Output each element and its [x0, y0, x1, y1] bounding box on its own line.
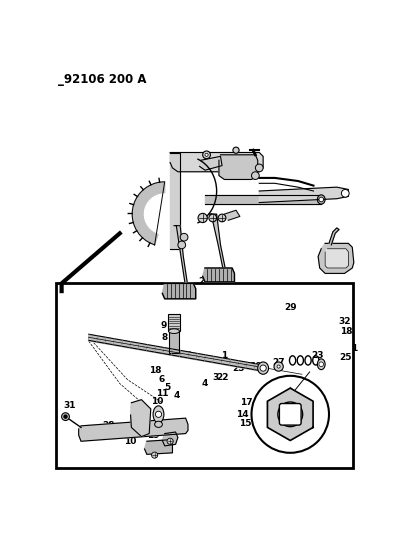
Circle shape	[252, 172, 259, 180]
Text: 18: 18	[257, 391, 269, 400]
Text: 10: 10	[151, 397, 163, 406]
Circle shape	[342, 189, 349, 197]
Text: 20: 20	[138, 423, 151, 432]
Text: 30: 30	[249, 362, 262, 371]
Text: 2: 2	[198, 277, 204, 286]
Text: 8: 8	[162, 333, 168, 342]
Circle shape	[260, 365, 266, 371]
Text: 32: 32	[338, 318, 351, 326]
Text: 21: 21	[129, 406, 142, 415]
Text: _92106 200 A: _92106 200 A	[58, 73, 146, 86]
Text: 31: 31	[63, 401, 76, 410]
Text: 12: 12	[267, 407, 280, 416]
FancyBboxPatch shape	[168, 331, 180, 353]
Circle shape	[180, 233, 188, 241]
Text: 25: 25	[232, 364, 244, 373]
Polygon shape	[268, 388, 313, 440]
Polygon shape	[162, 432, 178, 446]
Ellipse shape	[168, 329, 180, 334]
Text: 4: 4	[202, 379, 208, 388]
Circle shape	[203, 151, 210, 159]
FancyBboxPatch shape	[279, 403, 301, 425]
Text: 9: 9	[161, 321, 167, 330]
Polygon shape	[170, 152, 263, 172]
Circle shape	[278, 402, 303, 426]
Circle shape	[233, 147, 239, 154]
Circle shape	[167, 438, 173, 445]
Circle shape	[205, 154, 208, 156]
Text: 27: 27	[272, 358, 285, 367]
FancyBboxPatch shape	[56, 284, 353, 468]
Polygon shape	[79, 418, 188, 441]
Ellipse shape	[317, 359, 325, 370]
Text: 23: 23	[311, 351, 324, 360]
Text: 18: 18	[340, 327, 352, 336]
Text: 28: 28	[102, 422, 114, 430]
Circle shape	[209, 214, 217, 222]
Ellipse shape	[317, 195, 325, 204]
Text: 13: 13	[265, 417, 277, 426]
Circle shape	[277, 365, 280, 368]
Text: 10: 10	[124, 437, 137, 446]
Text: 7: 7	[140, 417, 146, 426]
Text: 1: 1	[351, 344, 357, 353]
Text: 5: 5	[165, 383, 171, 392]
Circle shape	[218, 214, 226, 222]
Polygon shape	[200, 156, 222, 170]
Ellipse shape	[258, 362, 268, 374]
Polygon shape	[318, 244, 354, 273]
Circle shape	[155, 411, 162, 417]
Text: 14: 14	[236, 410, 248, 419]
Text: 17: 17	[240, 398, 252, 407]
Polygon shape	[203, 268, 234, 282]
FancyBboxPatch shape	[168, 314, 180, 331]
Text: 6: 6	[158, 375, 165, 384]
Circle shape	[64, 415, 67, 418]
Circle shape	[319, 362, 324, 367]
Circle shape	[252, 376, 329, 453]
Polygon shape	[329, 228, 339, 245]
Polygon shape	[219, 155, 258, 180]
Circle shape	[178, 241, 186, 249]
Text: 18: 18	[149, 366, 162, 375]
Text: 1: 1	[221, 351, 228, 360]
Text: 29: 29	[284, 303, 296, 312]
Text: 3: 3	[212, 373, 218, 382]
Polygon shape	[131, 400, 151, 437]
Circle shape	[152, 452, 158, 458]
Circle shape	[255, 164, 263, 172]
Circle shape	[274, 362, 283, 371]
Circle shape	[62, 413, 69, 421]
Text: 4: 4	[173, 391, 180, 400]
Text: 25: 25	[339, 353, 352, 362]
Ellipse shape	[153, 406, 164, 423]
Text: 11: 11	[156, 389, 169, 398]
Polygon shape	[144, 440, 172, 454]
Ellipse shape	[155, 421, 162, 427]
Polygon shape	[170, 152, 180, 249]
Text: 19: 19	[147, 431, 159, 440]
Polygon shape	[209, 214, 226, 272]
Text: 26: 26	[179, 351, 192, 360]
Text: 16: 16	[252, 421, 264, 430]
FancyBboxPatch shape	[314, 241, 356, 291]
Polygon shape	[259, 187, 348, 203]
Polygon shape	[224, 210, 240, 220]
Polygon shape	[174, 225, 188, 287]
Text: 22: 22	[216, 373, 228, 382]
Polygon shape	[162, 284, 196, 299]
Text: 11: 11	[112, 427, 124, 436]
Polygon shape	[325, 249, 348, 268]
Circle shape	[319, 197, 324, 202]
FancyBboxPatch shape	[50, 83, 360, 291]
Circle shape	[198, 213, 207, 223]
Text: 15: 15	[239, 419, 252, 428]
Polygon shape	[132, 182, 165, 245]
